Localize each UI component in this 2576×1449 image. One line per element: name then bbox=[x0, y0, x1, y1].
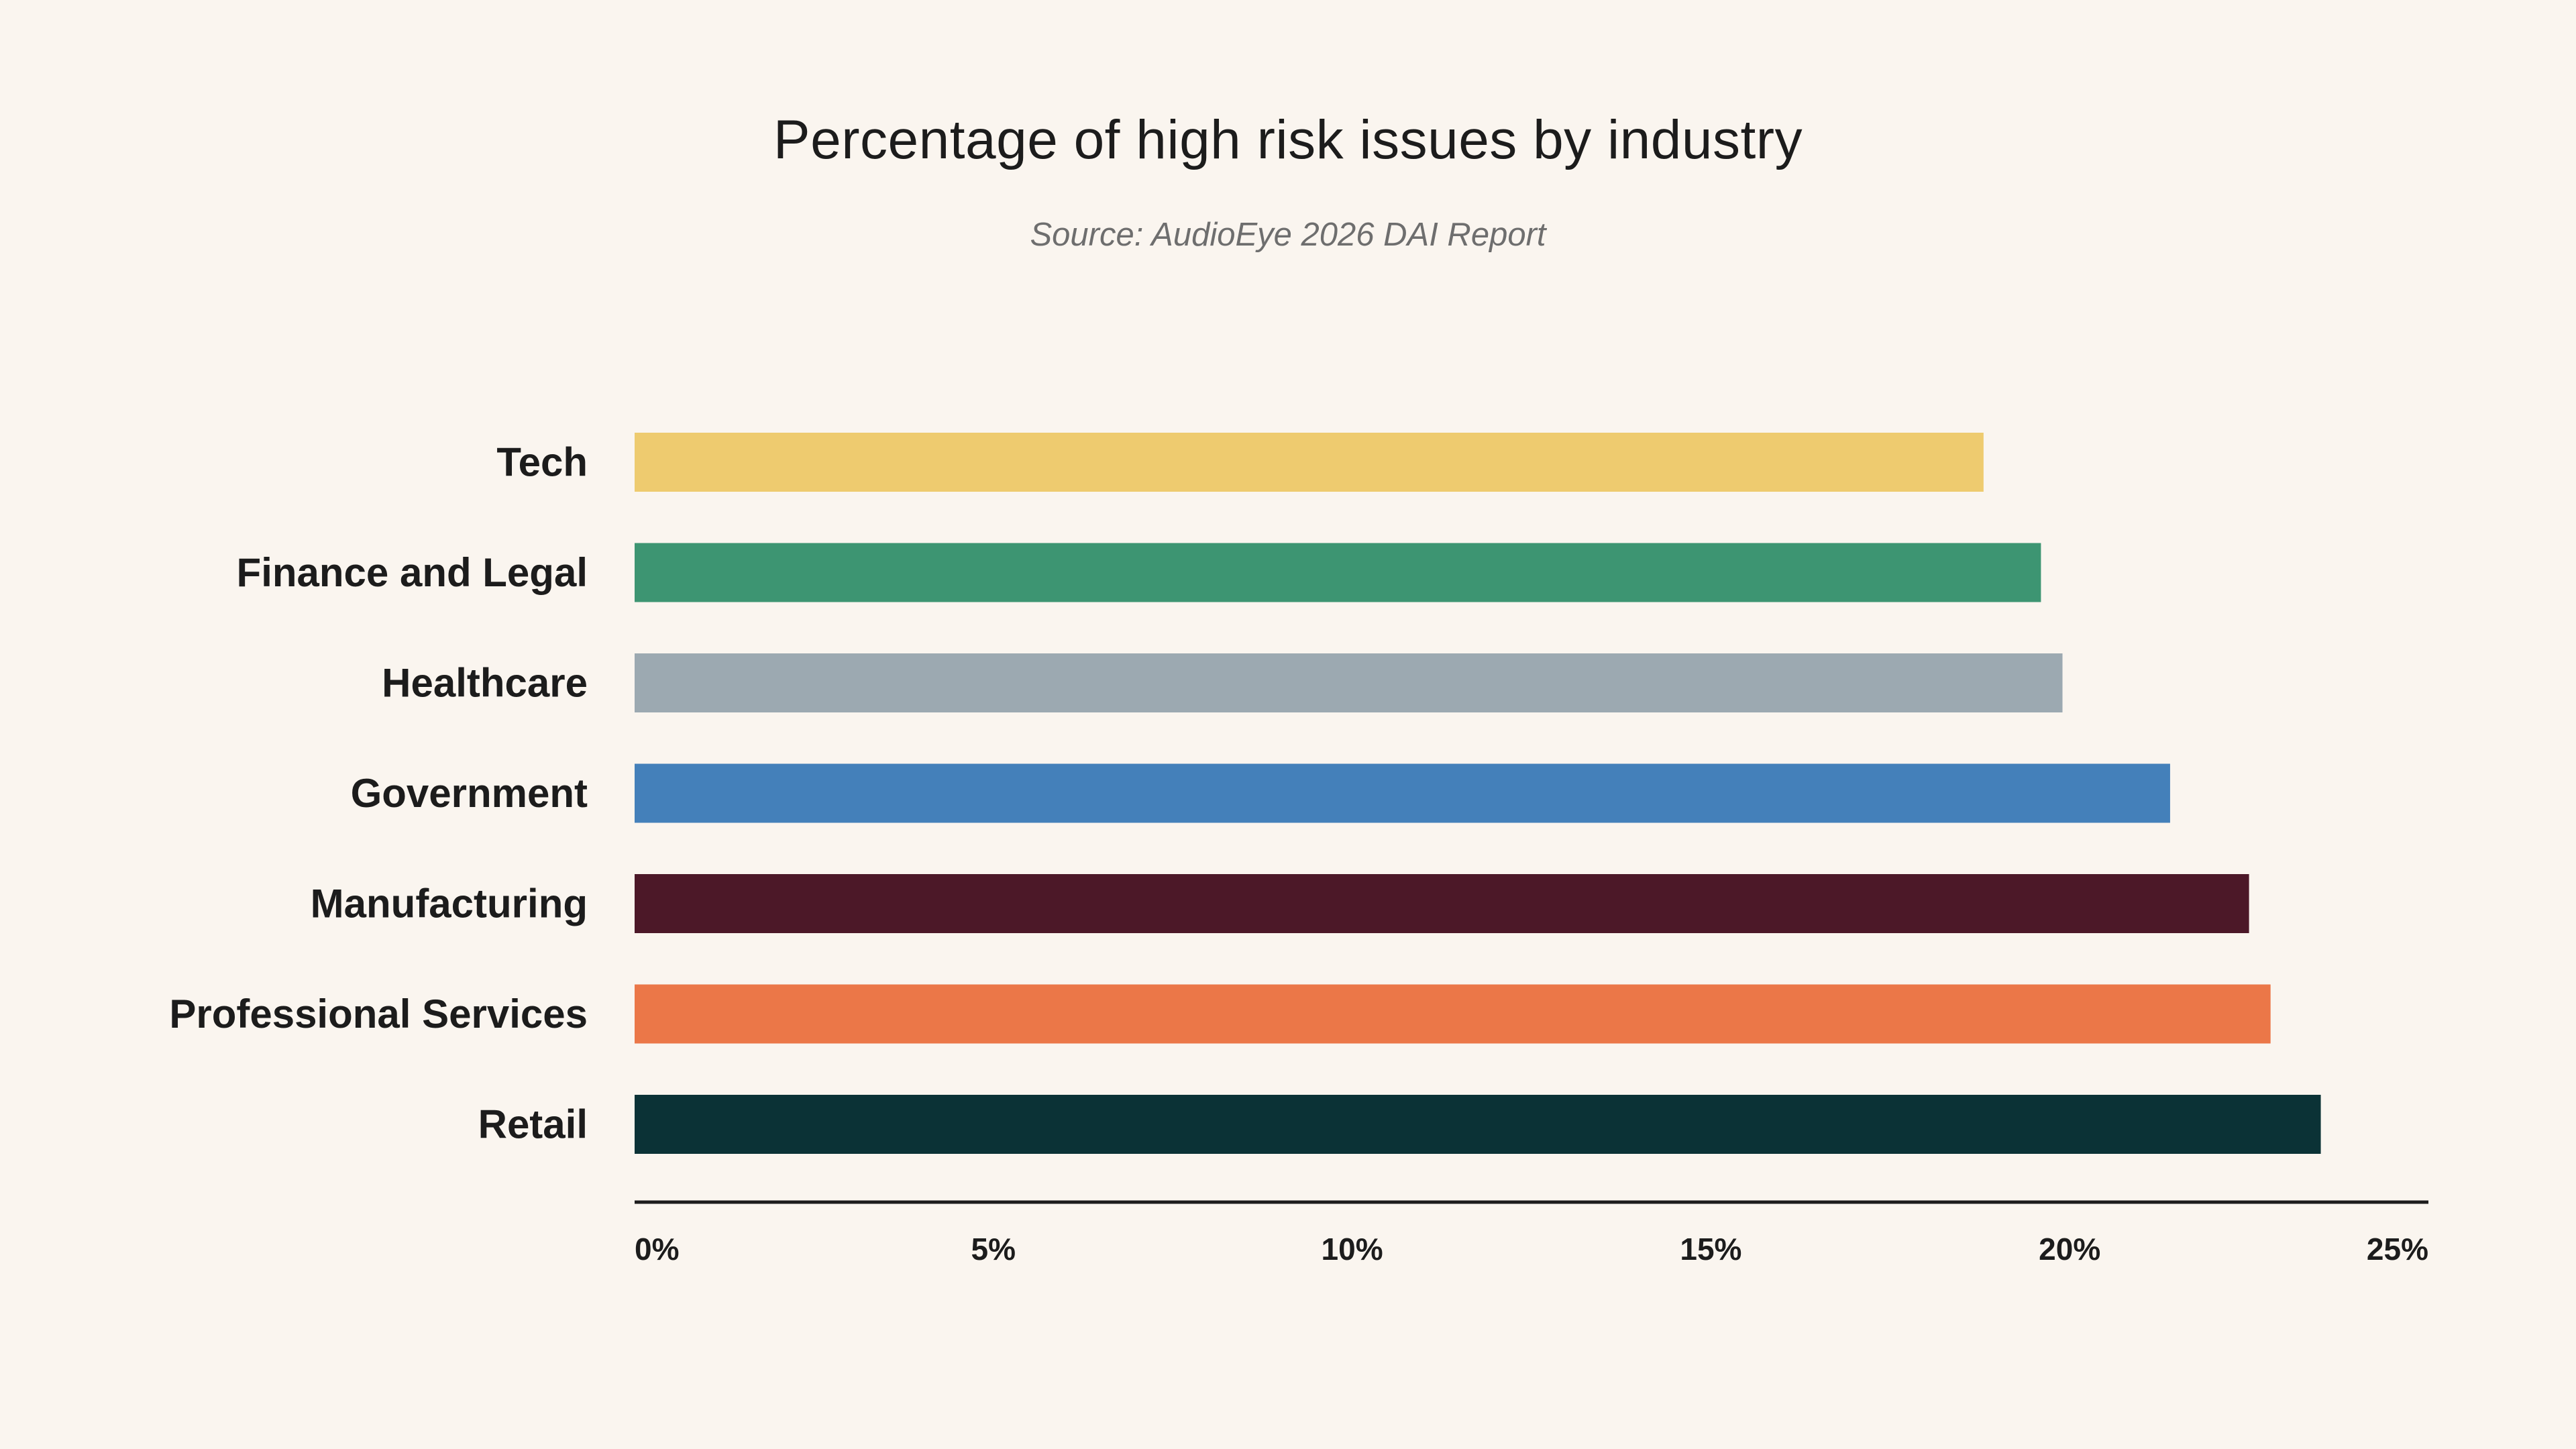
x-tick-label: 20% bbox=[2039, 1232, 2100, 1267]
category-label: Healthcare bbox=[382, 661, 588, 706]
category-label: Tech bbox=[496, 440, 588, 485]
bar-tech bbox=[635, 433, 1984, 492]
x-tick-label: 0% bbox=[635, 1232, 679, 1267]
category-label: Retail bbox=[478, 1102, 588, 1147]
bar-finance-and-legal bbox=[635, 543, 2041, 602]
bar-professional-services bbox=[635, 984, 2271, 1044]
x-tick-label: 10% bbox=[1322, 1232, 1383, 1267]
x-tick-label: 25% bbox=[2367, 1232, 2428, 1267]
category-label: Government bbox=[351, 771, 588, 816]
x-tick-label: 15% bbox=[1680, 1232, 1741, 1267]
chart-title: Percentage of high risk issues by indust… bbox=[773, 109, 1803, 170]
category-label: Finance and Legal bbox=[237, 550, 588, 595]
category-label: Professional Services bbox=[169, 991, 588, 1036]
bar-government bbox=[635, 763, 2170, 823]
x-tick-labels: 0% 5% 10% 15% 20% 25% bbox=[635, 1232, 2428, 1267]
bar-healthcare bbox=[635, 653, 2063, 712]
x-tick-label: 5% bbox=[971, 1232, 1016, 1267]
bars-group bbox=[635, 433, 2321, 1154]
bar-retail bbox=[635, 1095, 2321, 1154]
category-label: Manufacturing bbox=[311, 881, 588, 926]
category-labels: Tech Finance and Legal Healthcare Governmen… bbox=[169, 440, 588, 1147]
chart-subtitle: Source: AudioEye 2026 DAI Report bbox=[1030, 217, 1546, 253]
bar-manufacturing bbox=[635, 874, 2249, 933]
